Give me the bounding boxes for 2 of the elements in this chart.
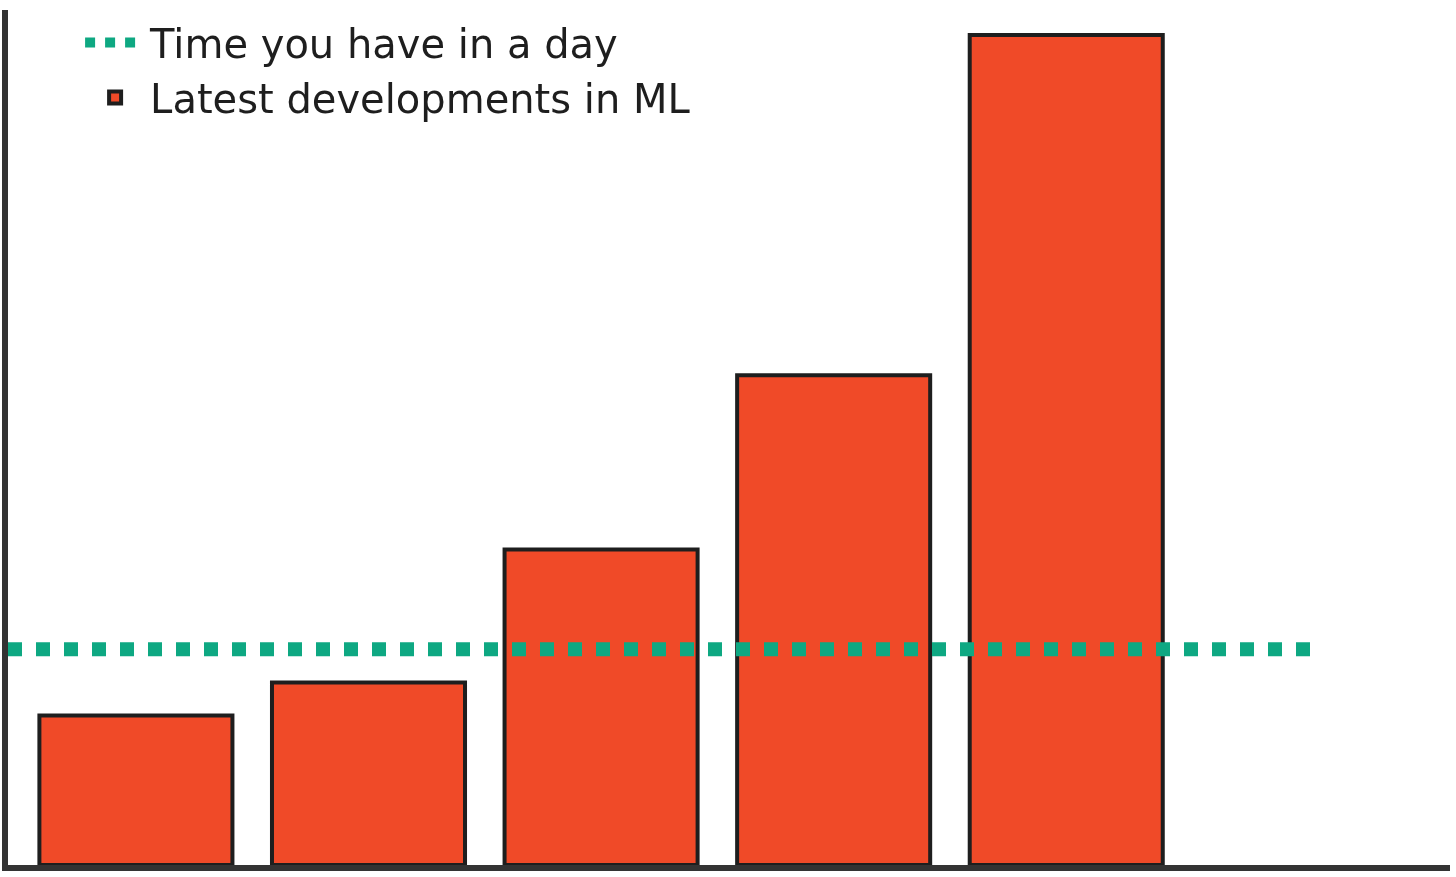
legend-label: Latest developments in ML [150, 76, 691, 123]
legend-label: Time you have in a day [149, 21, 618, 68]
